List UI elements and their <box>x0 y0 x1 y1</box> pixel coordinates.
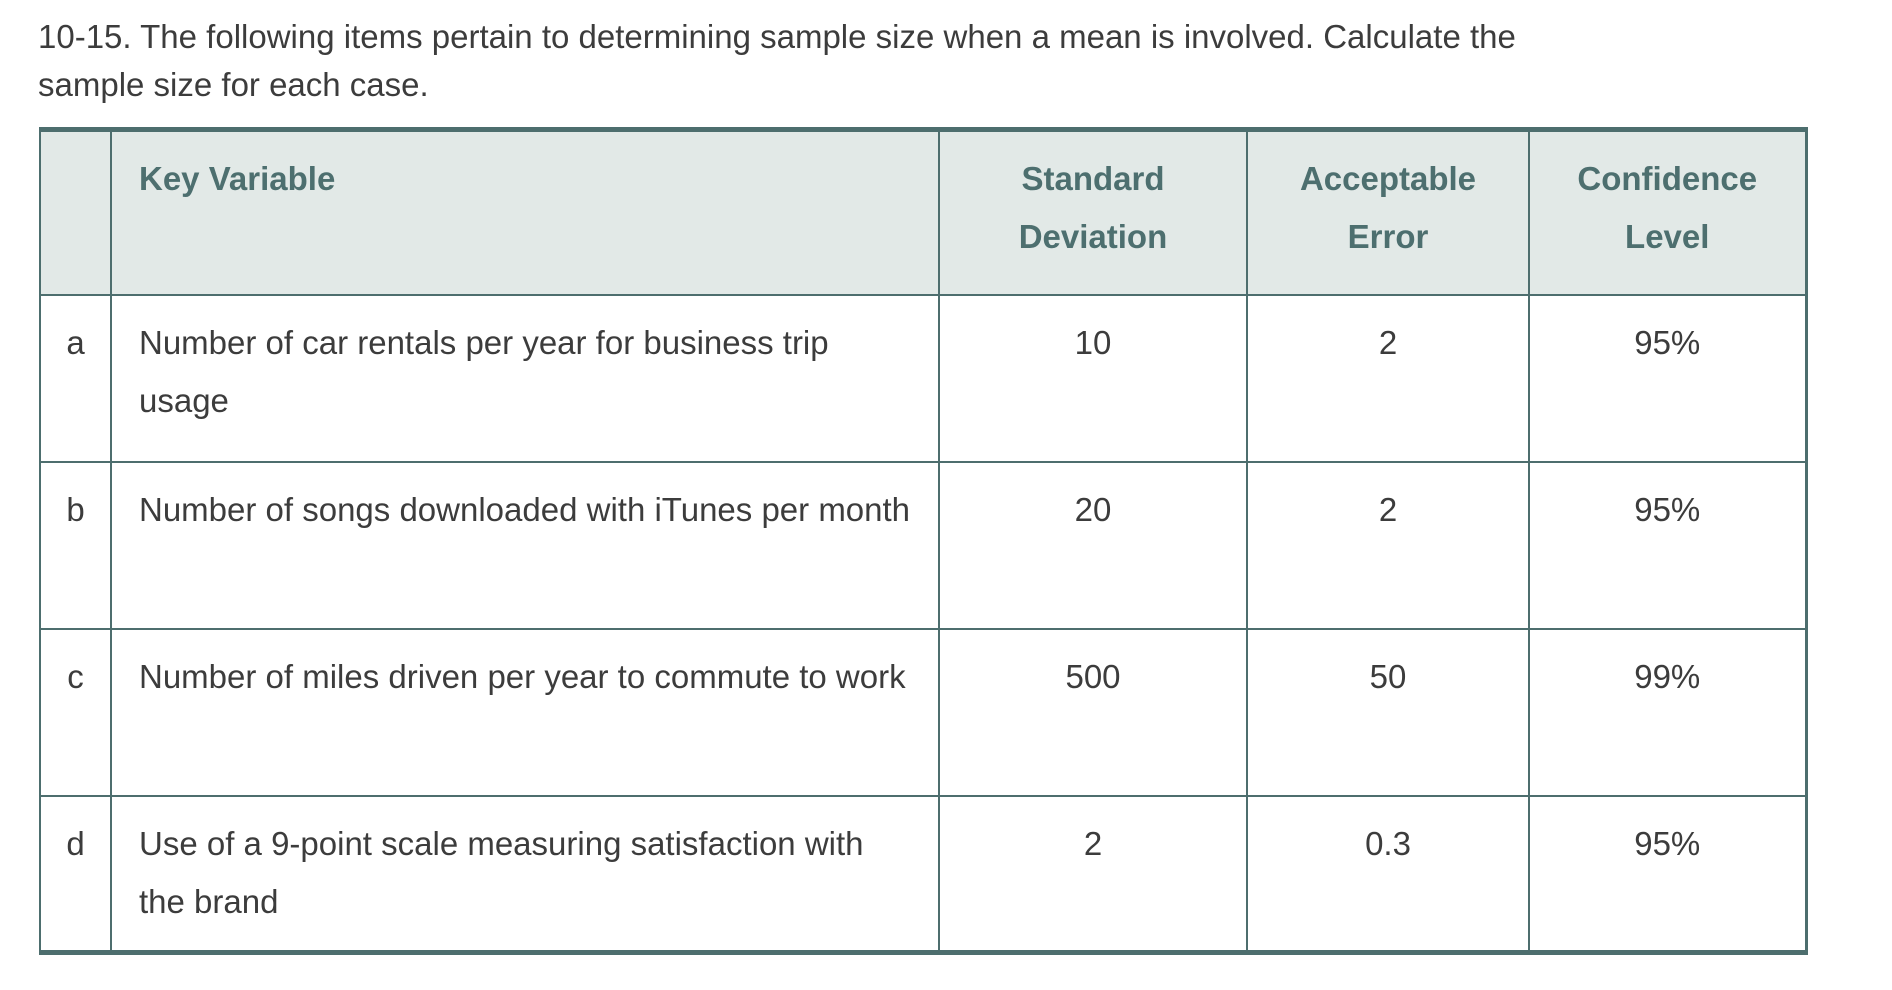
column-header-standard-deviation: Standard Deviation <box>938 128 1248 296</box>
key-variable-cell: Number of miles driven per year to commu… <box>110 627 940 797</box>
standard-deviation-cell: 500 <box>938 627 1248 797</box>
problem-statement-line-1: 10-15. The following items pertain to de… <box>38 18 1516 55</box>
confidence-level-cell: 95% <box>1528 293 1807 463</box>
header-corner-cell <box>39 128 112 296</box>
confidence-level-cell: 95% <box>1528 794 1807 954</box>
table-row-d: d Use of a 9-point scale measuring satis… <box>39 794 1807 954</box>
problem-statement-line-2: sample size for each case. <box>38 66 429 103</box>
table-body: a Number of car rentals per year for bus… <box>39 293 1807 954</box>
header-row: Key Variable Standard Deviation Acceptab… <box>39 128 1807 296</box>
acceptable-error-cell: 50 <box>1246 627 1530 797</box>
standard-deviation-cell: 20 <box>938 460 1248 630</box>
table-row-a: a Number of car rentals per year for bus… <box>39 293 1807 463</box>
acceptable-error-cell: 2 <box>1246 460 1530 630</box>
key-variable-cell: Use of a 9-point scale measuring satisfa… <box>110 794 940 954</box>
table-row-b: b Number of songs downloaded with iTunes… <box>39 460 1807 630</box>
acceptable-error-cell: 2 <box>1246 293 1530 463</box>
row-label-cell: c <box>39 627 112 797</box>
table-row-c: c Number of miles driven per year to com… <box>39 627 1807 797</box>
row-label-cell: a <box>39 293 112 463</box>
confidence-level-cell: 99% <box>1528 627 1807 797</box>
confidence-level-cell: 95% <box>1528 460 1807 630</box>
column-header-acceptable-error: Acceptable Error <box>1246 128 1530 296</box>
acceptable-error-cell: 0.3 <box>1246 794 1530 954</box>
problem-statement: 10-15. The following items pertain to de… <box>38 13 1516 109</box>
standard-deviation-cell: 10 <box>938 293 1248 463</box>
key-variable-cell: Number of songs downloaded with iTunes p… <box>110 460 940 630</box>
column-header-key-variable: Key Variable <box>110 128 940 296</box>
sample-size-table: Key Variable Standard Deviation Acceptab… <box>39 127 1808 955</box>
column-header-confidence-level: Confidence Level <box>1528 128 1807 296</box>
row-label-cell: d <box>39 794 112 954</box>
standard-deviation-cell: 2 <box>938 794 1248 954</box>
table-header: Key Variable Standard Deviation Acceptab… <box>39 128 1807 296</box>
row-label-cell: b <box>39 460 112 630</box>
key-variable-cell: Number of car rentals per year for busin… <box>110 293 940 463</box>
